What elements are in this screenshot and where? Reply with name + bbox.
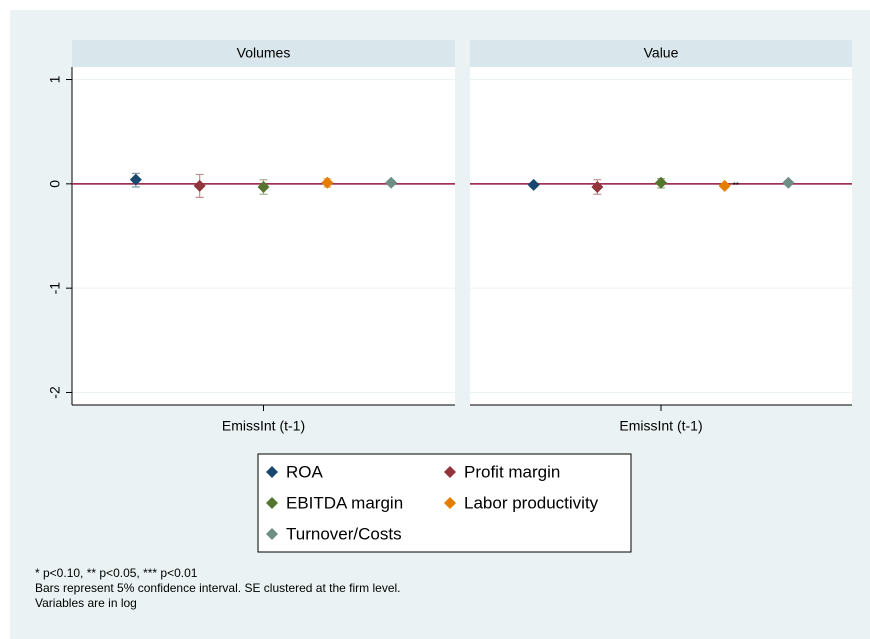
marker [257,180,270,193]
x-axis-label: EmissInt (t-1) [222,418,305,434]
note: * p<0.10, ** p<0.05, *** p<0.01 [35,566,198,580]
legend-label: Profit margin [464,462,560,481]
legend-label: Turnover/Costs [286,524,402,543]
panel-title: Value [644,45,679,61]
plot-area [470,67,852,405]
legend-marker [444,466,456,478]
legend-label: ROA [286,462,324,481]
y-tick-label: -2 [47,386,63,399]
note: Variables are in log [35,596,137,610]
marker [718,179,731,192]
legend-marker [444,497,456,509]
marker [655,176,667,189]
legend-label: EBITDA margin [286,493,403,512]
panel-strip [470,40,852,67]
plot-area [72,67,455,405]
marker [129,173,142,186]
marker [591,180,604,193]
marker [321,176,334,189]
marker [527,178,540,191]
note: Bars represent 5% confidence interval. S… [35,581,401,595]
legend-marker [266,497,278,509]
y-tick-label: 0 [47,180,63,188]
panel-title: Volumes [237,45,291,61]
significance-label: ** [733,181,739,190]
marker [193,179,206,192]
panel-strip [72,40,455,67]
legend-marker [266,466,278,478]
x-axis-label: EmissInt (t-1) [619,418,702,434]
marker [385,176,398,189]
y-tick-label: 1 [47,75,63,83]
y-tick-label: -1 [47,282,63,295]
legend-label: Labor productivity [464,493,599,512]
legend-marker [266,528,278,540]
marker [782,176,795,189]
